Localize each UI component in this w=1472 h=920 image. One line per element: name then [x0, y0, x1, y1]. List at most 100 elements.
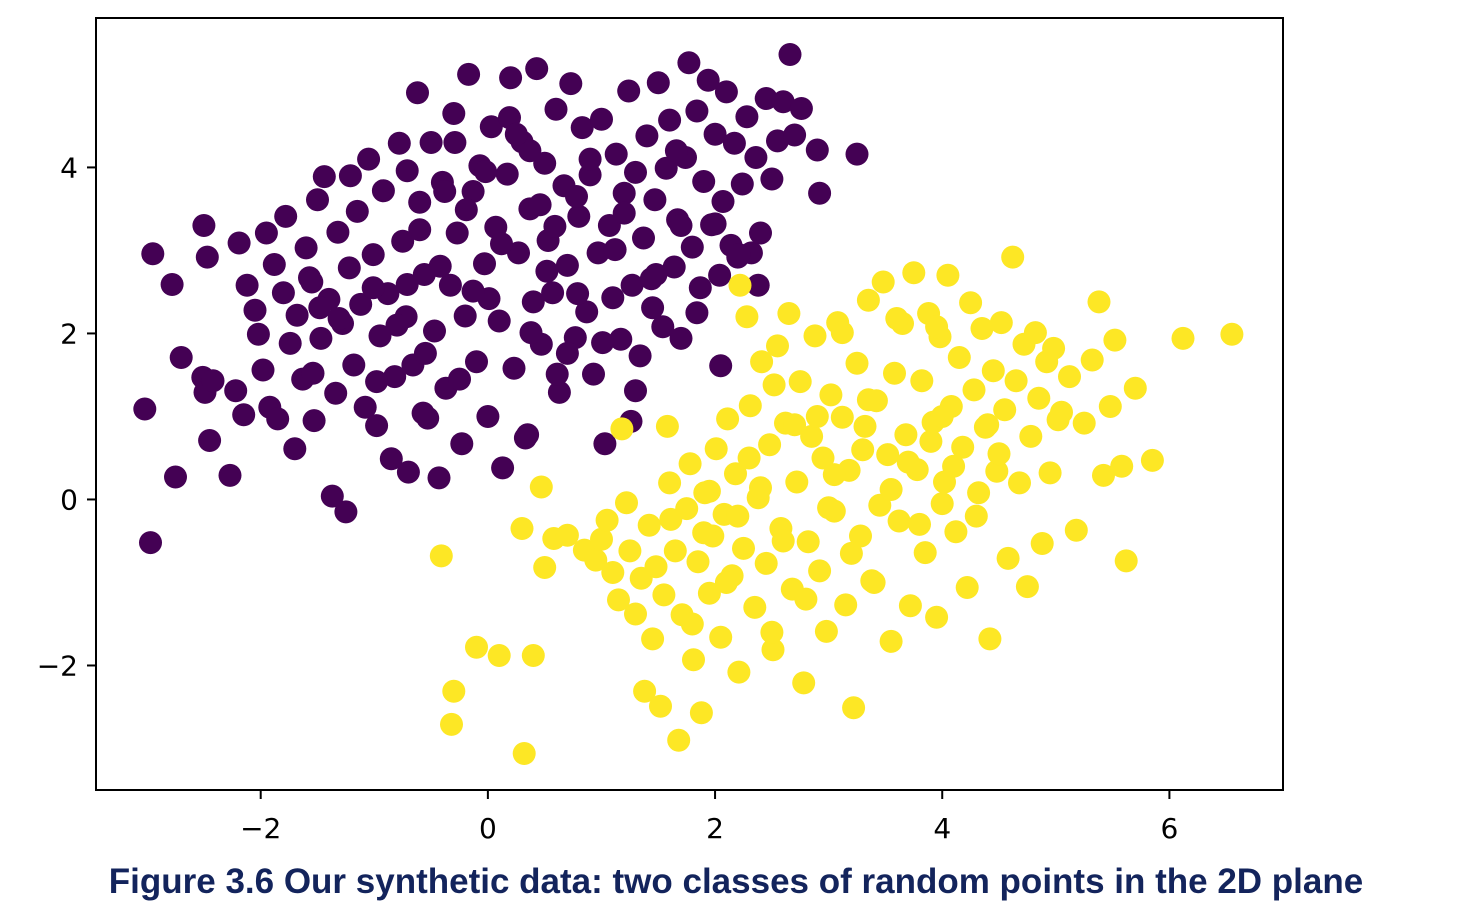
scatter-point-class-0	[601, 286, 625, 310]
scatter-point-class-0	[408, 218, 432, 242]
scatter-point-class-1	[1001, 245, 1025, 269]
scatter-point-class-1	[533, 556, 557, 579]
scatter-point-class-1	[853, 414, 877, 438]
scatter-point-class-1	[738, 394, 762, 418]
scatter-point-class-0	[559, 72, 583, 96]
scatter-point-class-1	[678, 452, 702, 476]
scatter-point-class-0	[658, 108, 682, 132]
scatter-point-class-0	[262, 253, 286, 276]
scatter-point-class-1	[822, 463, 846, 487]
scatter-point-class-1	[1103, 328, 1127, 352]
scatter-point-class-1	[512, 742, 536, 765]
scatter-point-class-0	[274, 204, 298, 228]
scatter-point-class-0	[243, 298, 267, 322]
scatter-point-class-1	[936, 263, 960, 287]
scatter-point-class-0	[278, 331, 302, 355]
scatter-point-class-1	[732, 536, 755, 560]
x-tick-label: 6	[1160, 812, 1178, 845]
scatter-point-class-0	[578, 163, 602, 187]
scatter-point-class-0	[808, 181, 832, 205]
scatter-point-class-0	[545, 362, 569, 386]
scatter-point-class-1	[1087, 290, 1111, 314]
scatter-point-class-0	[371, 179, 395, 203]
scatter-point-class-1	[743, 595, 767, 619]
scatter-point-class-0	[342, 353, 366, 377]
scatter-point-class-0	[617, 79, 641, 103]
scatter-point-class-1	[845, 351, 869, 375]
scatter-point-class-0	[624, 379, 647, 403]
scatter-point-class-1	[910, 369, 934, 393]
scatter-point-class-0	[457, 62, 481, 86]
scatter-point-class-0	[232, 403, 256, 427]
scatter-point-class-1	[1072, 411, 1096, 435]
scatter-point-class-1	[601, 561, 625, 584]
scatter-point-class-0	[783, 123, 807, 147]
scatter-point-class-1	[624, 602, 647, 626]
scatter-point-class-0	[308, 296, 332, 320]
scatter-point-class-0	[632, 226, 655, 250]
scatter-point-class-0	[365, 370, 389, 394]
scatter-point-class-1	[735, 305, 759, 329]
scatter-point-class-1	[727, 660, 751, 684]
scatter-point-class-0	[438, 273, 462, 297]
scatter-point-class-1	[716, 407, 740, 431]
scatter-point-class-0	[744, 146, 768, 169]
scatter-point-class-1	[1114, 549, 1138, 573]
scatter-point-class-0	[246, 322, 270, 346]
scatter-point-class-1	[800, 424, 824, 448]
scatter-chart: −2 0 2 4 6 −2 0 2 4	[37, 17, 1284, 845]
scatter-point-class-1	[783, 413, 807, 437]
scatter-point-class-1	[808, 559, 832, 583]
scatter-point-class-1	[655, 414, 679, 438]
scatter-point-class-0	[495, 162, 519, 186]
scatter-point-class-0	[547, 380, 571, 404]
scatter-point-class-0	[445, 221, 469, 245]
scatter-point-class-0	[499, 66, 523, 90]
scatter-point-class-0	[578, 147, 602, 171]
scatter-point-class-1	[805, 405, 829, 428]
scatter-point-class-0	[349, 292, 373, 316]
scatter-point-class-1	[1015, 575, 1039, 599]
scatter-point-class-1	[851, 438, 875, 462]
scatter-point-class-1	[777, 302, 801, 325]
scatter-point-class-0	[677, 51, 701, 75]
scatter-point-class-1	[1042, 336, 1066, 360]
scatter-point-class-1	[726, 504, 750, 528]
scatter-point-class-0	[643, 188, 667, 212]
scatter-point-class-1	[796, 530, 820, 554]
scatter-point-class-0	[327, 307, 351, 330]
scatter-point-class-1	[1019, 424, 1043, 448]
scatter-point-class-1	[993, 398, 1017, 422]
scatter-point-class-0	[443, 131, 467, 154]
scatter-point-class-0	[227, 231, 251, 255]
scatter-point-class-0	[164, 465, 187, 489]
scatter-point-class-0	[590, 107, 613, 131]
scatter-point-class-1	[644, 555, 668, 579]
scatter-point-class-1	[487, 644, 511, 667]
scatter-point-class-1	[440, 712, 463, 736]
ticks-layer: −2 0 2 4 6 −2 0 2 4	[37, 151, 1179, 845]
scatter-point-class-0	[703, 122, 727, 146]
scatter-point-class-1	[830, 321, 854, 345]
scatter-point-class-0	[778, 43, 802, 66]
scatter-point-class-0	[334, 500, 358, 524]
scatter-point-class-1	[595, 508, 619, 532]
scatter-point-class-1	[834, 593, 858, 617]
scatter-point-class-0	[453, 304, 477, 328]
scatter-point-class-0	[664, 139, 688, 163]
scatter-point-class-0	[160, 273, 184, 296]
scatter-point-class-1	[633, 679, 657, 703]
scatter-point-class-1	[692, 521, 716, 545]
scatter-point-class-0	[544, 97, 568, 121]
scatter-point-class-0	[300, 270, 324, 294]
scatter-point-class-1	[811, 446, 835, 470]
scatter-point-class-0	[628, 344, 652, 368]
scatter-point-class-0	[465, 350, 488, 374]
scatter-point-class-1	[976, 413, 1000, 437]
scatter-point-class-1	[985, 459, 1009, 483]
scatter-point-class-0	[474, 160, 498, 184]
scatter-point-class-0	[518, 139, 542, 163]
scatter-point-class-0	[586, 241, 610, 265]
scatter-point-class-0	[696, 68, 720, 92]
scatter-point-class-0	[361, 243, 385, 267]
